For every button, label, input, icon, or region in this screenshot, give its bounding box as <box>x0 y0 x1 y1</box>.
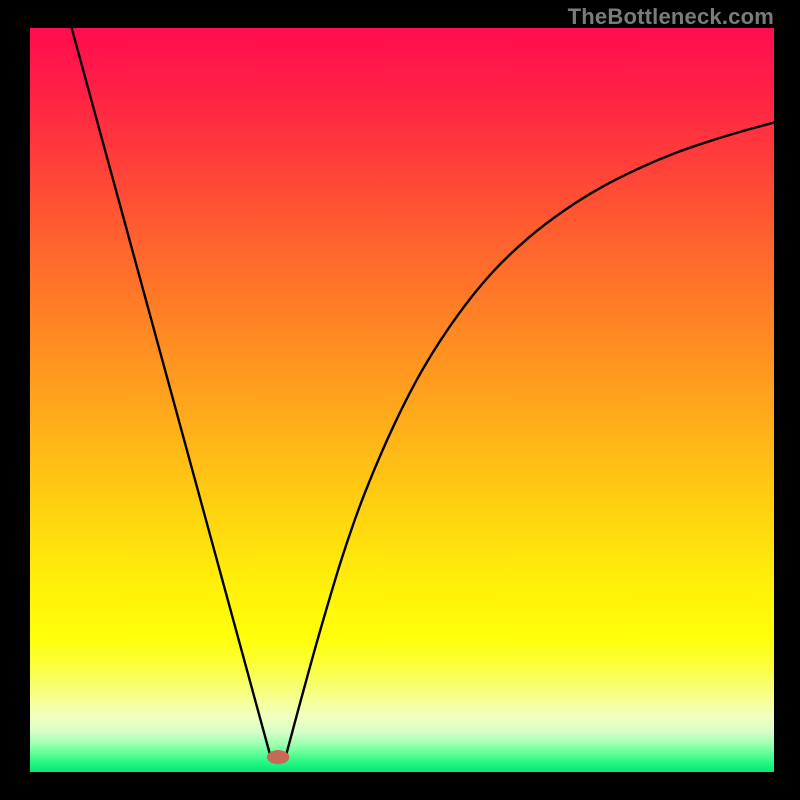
curve-path <box>72 28 774 756</box>
watermark-text: TheBottleneck.com <box>568 4 774 30</box>
chart-stage: TheBottleneck.com <box>0 0 800 800</box>
plot-area <box>30 28 774 772</box>
minimum-marker <box>267 750 289 764</box>
bottleneck-curve <box>30 28 774 772</box>
